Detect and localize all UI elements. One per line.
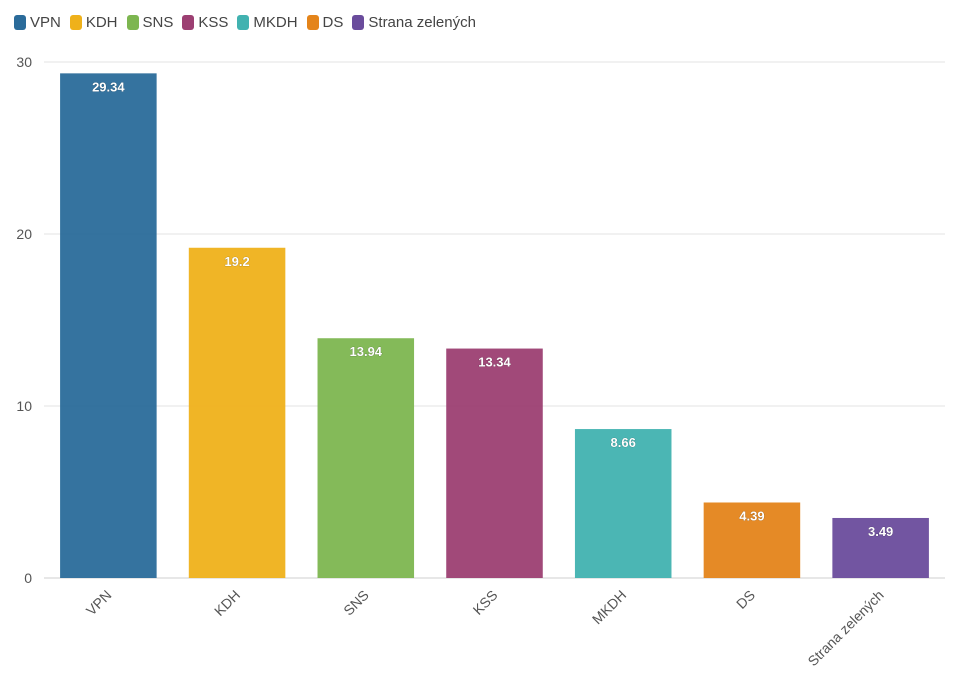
legend-item[interactable]: MKDH <box>237 14 298 31</box>
bar[interactable] <box>188 247 286 578</box>
legend-swatch <box>182 15 195 30</box>
x-tick-label: KDH <box>211 587 243 619</box>
bar[interactable] <box>574 429 672 578</box>
legend-item[interactable]: KDH <box>69 14 118 31</box>
legend-item[interactable]: DS <box>306 14 344 31</box>
x-tick-label: DS <box>733 587 758 612</box>
bar[interactable] <box>832 517 929 578</box>
data-label: 13.34 <box>478 355 511 370</box>
data-label: 8.66 <box>611 435 636 450</box>
legend-item[interactable]: Strana zelených <box>352 14 476 31</box>
y-tick-label: 0 <box>24 570 32 586</box>
legend-label: SNS <box>142 14 174 31</box>
legend-label: VPN <box>30 14 61 31</box>
legend-swatch <box>306 15 319 30</box>
bar[interactable] <box>317 338 415 578</box>
y-tick-label: 10 <box>16 398 32 414</box>
legend-item[interactable]: SNS <box>126 14 174 31</box>
legend-item[interactable]: VPN <box>14 14 61 31</box>
data-label: 29.34 <box>92 79 125 94</box>
x-tick-label: VPN <box>83 587 115 619</box>
legend-label: Strana zelených <box>368 14 476 31</box>
data-label: 19.2 <box>224 254 249 269</box>
legend-swatch <box>69 15 82 30</box>
legend-label: MKDH <box>253 14 298 31</box>
bar[interactable] <box>60 73 157 579</box>
x-tick-label: Strana zelených <box>804 587 886 669</box>
legend-label: KDH <box>85 14 118 31</box>
legend-item[interactable]: KSS <box>182 14 228 31</box>
x-tick-label: KSS <box>469 587 500 618</box>
data-label: 4.39 <box>739 508 764 523</box>
legend-swatch <box>126 15 139 30</box>
legend-swatch <box>14 15 26 30</box>
x-tick-label: MKDH <box>589 587 629 627</box>
data-label: 3.49 <box>868 524 893 539</box>
legend-swatch <box>352 15 365 30</box>
legend: VPN KDH SNS KSS MKDH DS Strana zelených <box>14 14 485 31</box>
x-tick-label: SNS <box>340 587 372 619</box>
legend-label: DS <box>322 14 344 31</box>
y-tick-label: 20 <box>16 226 32 242</box>
y-tick-label: 30 <box>16 54 32 70</box>
bar[interactable] <box>703 502 801 578</box>
legend-label: KSS <box>198 14 229 31</box>
bar[interactable] <box>446 348 543 578</box>
legend-swatch <box>237 15 250 30</box>
data-label: 13.94 <box>350 344 383 359</box>
